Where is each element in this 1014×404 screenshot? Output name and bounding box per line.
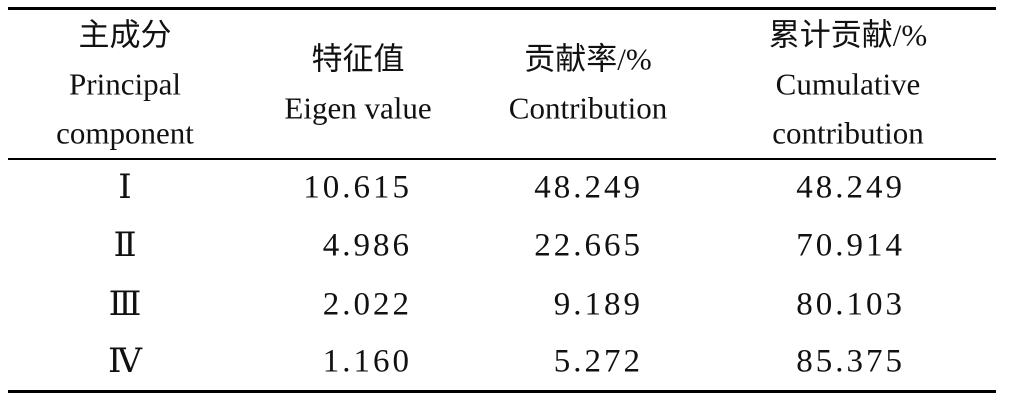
cell-value: 48.249	[796, 169, 905, 206]
header-rule	[8, 158, 996, 160]
header-text: Contribution	[508, 90, 668, 126]
header-text: 主成分	[78, 17, 172, 52]
cell-value: 85.375	[796, 343, 905, 380]
cell-value: 4.986	[322, 227, 412, 264]
row-label: Ⅳ	[108, 343, 142, 380]
cell-value: 48.249	[534, 169, 643, 206]
header-text: contribution	[772, 115, 924, 150]
header-text: 特征值	[311, 41, 405, 77]
header-text: component	[56, 115, 194, 150]
bottom-rule	[8, 390, 996, 393]
cell-value: 70.914	[796, 227, 905, 264]
cell-value: 9.189	[553, 286, 643, 323]
cell-value: 10.615	[303, 169, 412, 206]
header-text: 贡献率/%	[524, 41, 652, 77]
row-label: Ⅰ	[118, 169, 132, 206]
header-text: Principal	[69, 66, 181, 101]
cell-value: 80.103	[796, 286, 905, 323]
cell-value: 5.272	[553, 343, 643, 380]
cell-value: 2.022	[322, 286, 412, 323]
top-rule	[8, 7, 996, 10]
row-label: Ⅱ	[113, 227, 137, 264]
header-text: Cumulative	[775, 66, 921, 101]
header-text: 累计贡献/%	[768, 17, 928, 52]
cell-value: 22.665	[534, 227, 643, 264]
header-text: Eigen value	[284, 90, 432, 126]
cell-value: 1.160	[322, 343, 412, 380]
row-label: Ⅲ	[108, 286, 142, 323]
